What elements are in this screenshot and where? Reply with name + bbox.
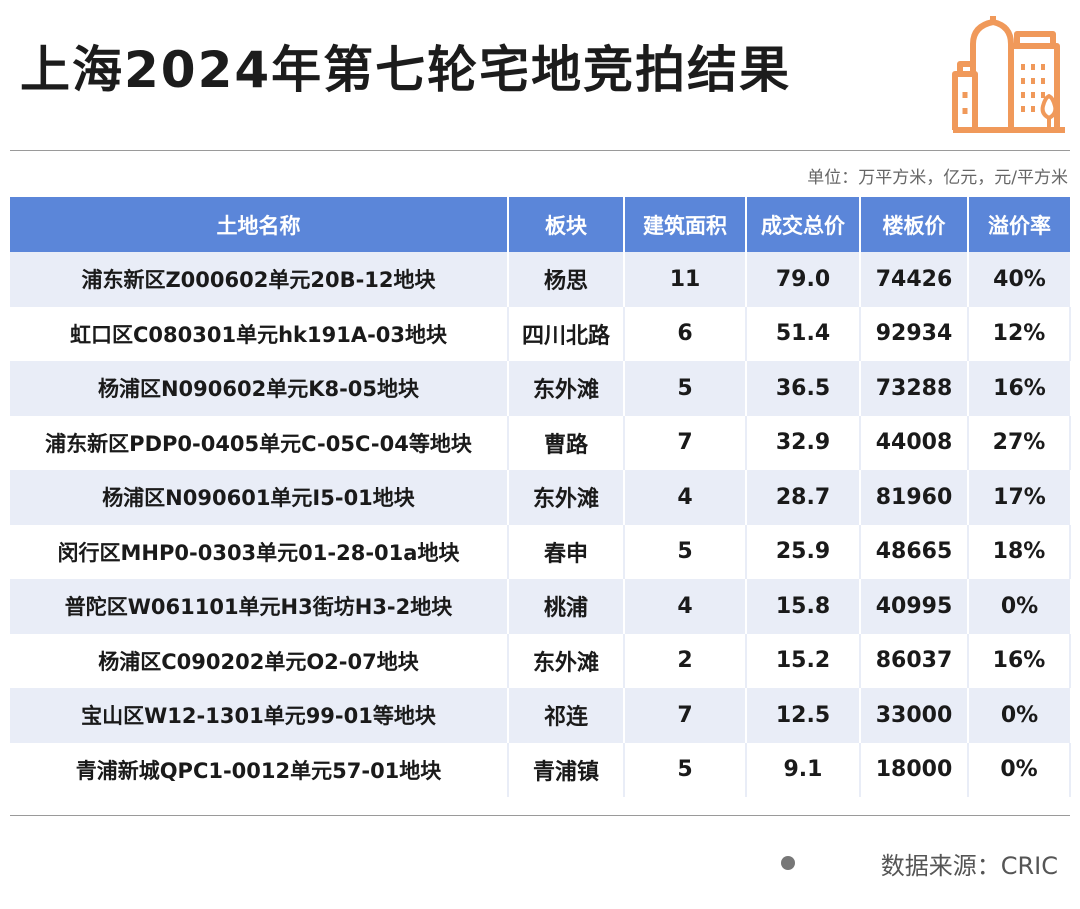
- cell-district-area: 桃浦: [508, 579, 625, 634]
- cell-land-name: 闵行区MHP0-0303单元01-28-01a地块: [10, 524, 509, 579]
- cell-land-name: 杨浦区N090602单元K8-05地块: [10, 361, 509, 416]
- land-auction-table: 土地名称 板块 建筑面积 成交总价 楼板价 溢价率 浦东新区Z000602单元2…: [10, 197, 1071, 797]
- table-row: 普陀区W061101单元H3街坊H3-2地块 桃浦 4 15.8 40995 0%: [10, 579, 1070, 634]
- cell-total-price: 25.9: [746, 524, 861, 579]
- cell-total-price: 79.0: [746, 252, 861, 307]
- cell-floor-area: 4: [624, 470, 747, 525]
- cell-premium-rate: 16%: [968, 361, 1070, 416]
- table-row: 宝山区W12-1301单元99-01等地块 祁连 7 12.5 33000 0%: [10, 688, 1070, 743]
- page-title: 上海2024年第七轮宅地竞拍结果: [20, 41, 792, 99]
- cell-premium-rate: 18%: [968, 524, 1071, 579]
- table-row: 杨浦区N090602单元K8-05地块 东外滩 5 36.5 73288 16%: [10, 361, 1070, 416]
- cell-floor-area: 11: [624, 252, 747, 307]
- source-note: 数据来源：CRIC: [880, 852, 1058, 880]
- cell-land-name: 宝山区W12-1301单元99-01等地块: [10, 688, 509, 743]
- cell-premium-rate: 40%: [968, 252, 1070, 307]
- table-header-row: 土地名称 板块 建筑面积 成交总价 楼板价 溢价率: [10, 197, 1070, 252]
- cell-total-price: 32.9: [746, 415, 861, 470]
- bottom-divider: [10, 815, 1070, 816]
- cell-premium-rate: 0%: [968, 742, 1071, 797]
- cell-floor-price: 73288: [860, 361, 969, 416]
- cell-premium-rate: 17%: [968, 470, 1070, 525]
- cell-premium-rate: 16%: [968, 633, 1071, 688]
- cell-district-area: 东外滩: [508, 470, 625, 525]
- cell-district-area: 青浦镇: [508, 742, 625, 797]
- cell-floor-area: 7: [624, 688, 747, 743]
- cell-district-area: 春申: [508, 524, 625, 579]
- bullet-dot: [781, 856, 795, 870]
- cell-floor-area: 6: [624, 306, 747, 361]
- cell-premium-rate: 27%: [968, 415, 1071, 470]
- cell-total-price: 36.5: [746, 361, 861, 416]
- cell-district-area: 曹路: [508, 415, 625, 470]
- cell-premium-rate: 12%: [968, 306, 1071, 361]
- cell-land-name: 普陀区W061101单元H3街坊H3-2地块: [10, 579, 509, 634]
- header-total-price: 成交总价: [746, 197, 861, 252]
- header-land-name: 土地名称: [10, 197, 509, 252]
- table-row: 杨浦区C090202单元O2-07地块 东外滩 2 15.2 86037 16%: [10, 633, 1071, 688]
- cell-floor-price: 44008: [860, 415, 969, 470]
- table-row: 虹口区C080301单元hk191A-03地块 四川北路 6 51.4 92934 12%: [10, 306, 1071, 361]
- cell-premium-rate: 0%: [968, 579, 1070, 634]
- cell-land-name: 浦东新区Z000602单元20B-12地块: [10, 252, 509, 307]
- cell-district-area: 杨思: [508, 252, 625, 307]
- table-row: 杨浦区N090601单元I5-01地块 东外滩 4 28.7 81960 17%: [10, 470, 1070, 525]
- cell-land-name: 虹口区C080301单元hk191A-03地块: [10, 306, 509, 361]
- header-floor-price: 楼板价: [860, 197, 969, 252]
- cell-land-name: 杨浦区C090202单元O2-07地块: [10, 633, 509, 688]
- cell-floor-price: 74426: [860, 252, 969, 307]
- cell-district-area: 四川北路: [508, 306, 625, 361]
- cell-land-name: 杨浦区N090601单元I5-01地块: [10, 470, 509, 525]
- cell-floor-area: 2: [624, 633, 747, 688]
- cell-district-area: 祁连: [508, 688, 625, 743]
- cell-floor-area: 4: [624, 579, 747, 634]
- cell-total-price: 9.1: [746, 742, 861, 797]
- cell-floor-area: 5: [624, 524, 747, 579]
- cell-premium-rate: 0%: [968, 688, 1070, 743]
- cell-floor-area: 7: [624, 415, 747, 470]
- cell-total-price: 12.5: [746, 688, 861, 743]
- cell-floor-area: 5: [624, 742, 747, 797]
- cell-floor-price: 33000: [860, 688, 969, 743]
- cell-district-area: 东外滩: [508, 361, 625, 416]
- header-premium-rate: 溢价率: [968, 197, 1070, 252]
- table-row: 浦东新区PDP0-0405单元C-05C-04等地块 曹路 7 32.9 44008 27…: [10, 415, 1071, 470]
- table-row: 青浦新城QPC1-0012单元57-01地块 青浦镇 5 9.1 18000 0%: [10, 742, 1071, 797]
- cell-total-price: 28.7: [746, 470, 861, 525]
- cell-district-area: 东外滩: [508, 633, 625, 688]
- cell-floor-price: 92934: [860, 306, 969, 361]
- header-area: 板块: [508, 197, 625, 252]
- table-row: 浦东新区Z000602单元20B-12地块 杨思 11 79.0 74426 40%: [10, 252, 1070, 307]
- cell-floor-price: 48665: [860, 524, 969, 579]
- table-row: 闵行区MHP0-0303单元01-28-01a地块 春申 5 25.9 48665 18%: [10, 524, 1071, 579]
- unit-note: 单位：万平方米，亿元，元/平方米: [807, 168, 1068, 188]
- cell-floor-price: 18000: [860, 742, 969, 797]
- cell-land-name: 青浦新城QPC1-0012单元57-01地块: [10, 742, 509, 797]
- cell-total-price: 15.2: [746, 633, 861, 688]
- cell-total-price: 15.8: [746, 579, 861, 634]
- cell-total-price: 51.4: [746, 306, 861, 361]
- cell-floor-price: 86037: [860, 633, 969, 688]
- cell-floor-price: 40995: [860, 579, 969, 634]
- header-floor-area: 建筑面积: [624, 197, 747, 252]
- city-buildings-icon: [952, 16, 1065, 133]
- top-divider: [10, 150, 1070, 151]
- cell-floor-price: 81960: [860, 470, 969, 525]
- cell-land-name: 浦东新区PDP0-0405单元C-05C-04等地块: [10, 415, 509, 470]
- cell-floor-area: 5: [624, 361, 747, 416]
